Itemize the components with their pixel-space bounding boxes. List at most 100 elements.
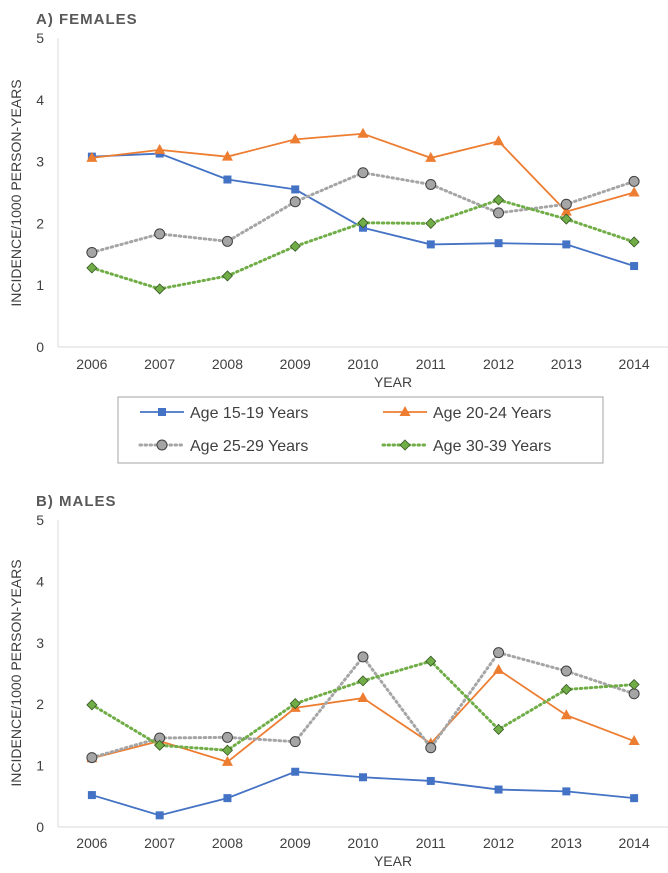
data-point (221, 755, 233, 766)
legend-item: Age 30-39 Years (381, 438, 551, 455)
panel-title: B) MALES (36, 493, 117, 510)
x-axis-label: YEAR (374, 374, 412, 390)
data-point (86, 262, 98, 274)
data-point (357, 651, 369, 663)
x-tick-label: 2008 (212, 835, 243, 851)
data-point (223, 175, 232, 184)
data-point (425, 178, 437, 190)
x-tick-label: 2006 (76, 356, 107, 372)
y-tick-label: 3 (36, 635, 44, 651)
y-tick-label: 4 (36, 92, 44, 108)
data-point (357, 692, 369, 703)
data-point (628, 678, 640, 691)
y-tick-label: 3 (36, 154, 44, 170)
data-point (494, 785, 503, 794)
series-age-20-24-years (86, 127, 640, 216)
legend-swatch-marker (156, 439, 168, 451)
legend-item: Age 15-19 Years (140, 405, 308, 422)
data-point (493, 207, 505, 219)
legend-item: Age 25-29 Years (138, 438, 308, 455)
y-tick-label: 1 (36, 277, 44, 293)
legend-label: Age 20-24 Years (433, 405, 551, 422)
data-point (493, 647, 505, 659)
series-age-25-29-years (86, 167, 640, 258)
data-point (560, 205, 572, 216)
data-point (289, 196, 301, 208)
x-tick-label: 2006 (76, 835, 107, 851)
legend-swatch-marker (158, 408, 166, 416)
data-point (154, 143, 166, 154)
x-tick-label: 2013 (551, 356, 582, 372)
x-tick-label: 2013 (551, 835, 582, 851)
legend-box (117, 396, 604, 464)
legend-label: Age 15-19 Years (190, 405, 308, 422)
x-tick-label: 2010 (347, 356, 378, 372)
data-point (291, 185, 300, 194)
y-tick-label: 5 (36, 512, 44, 528)
data-point (628, 186, 640, 197)
legend-swatch-marker (399, 406, 411, 416)
data-point (359, 773, 367, 782)
data-point (223, 794, 232, 803)
data-point (221, 731, 233, 743)
legend: Age 15-19 Years Age 20-24 Years Age 25-29 … (117, 396, 604, 464)
x-tick-label: 2014 (619, 356, 650, 372)
data-point (560, 683, 572, 696)
data-point (562, 787, 571, 796)
data-point (628, 175, 640, 187)
data-point (493, 663, 505, 674)
series-line (90, 171, 636, 254)
x-tick-label: 2007 (144, 356, 175, 372)
data-point (425, 655, 437, 667)
data-point (221, 235, 233, 247)
series-age-30-39-years (86, 194, 640, 295)
data-point (221, 744, 234, 756)
data-point (289, 133, 301, 144)
data-point (628, 236, 640, 248)
x-tick-label: 2008 (212, 356, 243, 372)
legend-label: Age 30-39 Years (433, 438, 551, 455)
x-tick-label: 2009 (280, 835, 311, 851)
legend-item: Age 20-24 Years (383, 405, 551, 422)
data-point (221, 150, 233, 161)
data-point (426, 240, 435, 249)
y-tick-label: 0 (36, 339, 44, 355)
data-point (289, 240, 301, 252)
data-point (425, 217, 437, 229)
x-tick-label: 2010 (347, 835, 378, 851)
data-point (425, 742, 437, 754)
legend-label: Age 25-29 Years (190, 438, 308, 455)
panel-females: A) FEMALES 0 1 2 3 4 5 2006 2007 2008 2009 2010 2011… (8, 11, 668, 390)
x-tick-label: 2011 (416, 356, 446, 372)
y-tick-label: 4 (36, 573, 44, 589)
data-point (154, 283, 166, 295)
data-point (86, 246, 98, 258)
data-point (357, 675, 369, 687)
data-point (630, 262, 639, 271)
data-point (560, 213, 572, 225)
data-point (357, 127, 369, 138)
data-point (357, 217, 369, 229)
y-axis-label: INCIDENCE/1000 PERSON-YEARS (8, 559, 24, 786)
data-point (289, 736, 301, 748)
x-tick-label: 2007 (144, 835, 175, 851)
data-point (86, 151, 98, 162)
series-age-15-19-years (87, 767, 639, 820)
data-point (560, 198, 572, 210)
y-tick-label: 5 (36, 30, 44, 46)
data-point (154, 739, 166, 751)
data-point (425, 151, 437, 162)
data-point (492, 194, 505, 206)
data-point (86, 752, 98, 764)
panel-males: B) MALES 0 1 2 3 4 5 2006 2007 2008 2009 2010 2011 20… (8, 493, 668, 869)
y-tick-label: 0 (36, 819, 44, 835)
x-tick-label: 2014 (619, 835, 650, 851)
y-axis-label: INCIDENCE/1000 PERSON-YEARS (8, 79, 24, 306)
data-point (87, 791, 96, 800)
y-tick-label: 1 (36, 758, 44, 774)
data-point (628, 688, 640, 700)
data-point (628, 735, 640, 746)
data-point (221, 270, 234, 282)
legend-swatch-marker (399, 439, 411, 451)
